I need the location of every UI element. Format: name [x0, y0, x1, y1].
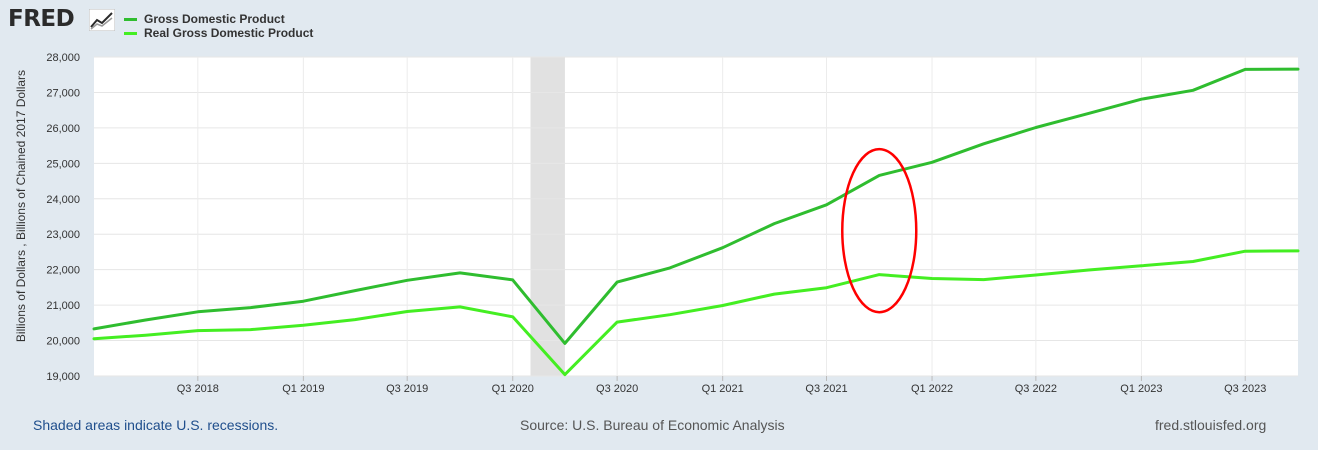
y-tick-label: 24,000 [46, 194, 80, 206]
y-tick-label: 22,000 [46, 265, 80, 277]
y-tick-label: 27,000 [46, 87, 80, 99]
x-tick-label: Q3 2019 [386, 383, 428, 395]
y-tick-label: 25,000 [46, 158, 80, 170]
x-tick-label: Q1 2021 [702, 383, 744, 395]
series-line-real-gdp [92, 249, 1300, 377]
y-tick-label: 21,000 [46, 300, 80, 312]
legend-item-real-gdp: Real Gross Domestic Product [124, 26, 313, 40]
source-note: Source: U.S. Bureau of Economic Analysis [520, 417, 785, 433]
legend-swatch-gdp [124, 17, 137, 21]
y-tick-label: 26,000 [46, 123, 80, 135]
y-tick-label: 23,000 [46, 229, 80, 241]
legend-label-gdp: Gross Domestic Product [144, 12, 285, 26]
recession-note: Shaded areas indicate U.S. recessions. [33, 417, 279, 433]
site-link[interactable]: fred.stlouisfed.org [1155, 417, 1267, 433]
x-tick-label: Q3 2020 [596, 383, 638, 395]
series-line-gdp [92, 67, 1300, 345]
y-tick-label: 28,000 [46, 52, 80, 64]
x-tick-label: Q3 2018 [177, 383, 219, 395]
y-tick-label: 19,000 [46, 371, 80, 383]
y-tick-label: 20,000 [46, 336, 80, 348]
recession-shading [530, 57, 565, 376]
x-tick-label: Q1 2022 [911, 383, 953, 395]
x-tick-label: Q3 2023 [1224, 383, 1266, 395]
x-tick-label: Q1 2023 [1120, 383, 1162, 395]
x-tick-label: Q3 2022 [1015, 383, 1057, 395]
annotation-ellipse [841, 147, 918, 314]
line-graph-icon [89, 9, 115, 31]
x-tick-label: Q1 2019 [282, 383, 324, 395]
legend-swatch-real-gdp [124, 31, 137, 35]
legend-label-real-gdp: Real Gross Domestic Product [144, 26, 314, 40]
x-tick-label: Q3 2021 [805, 383, 847, 395]
chart-legend: Gross Domestic Product Real Gross Domest… [124, 12, 313, 40]
legend-item-gdp: Gross Domestic Product [124, 12, 313, 26]
fred-logo: FRED [8, 6, 75, 32]
x-tick-label: Q1 2020 [492, 383, 534, 395]
